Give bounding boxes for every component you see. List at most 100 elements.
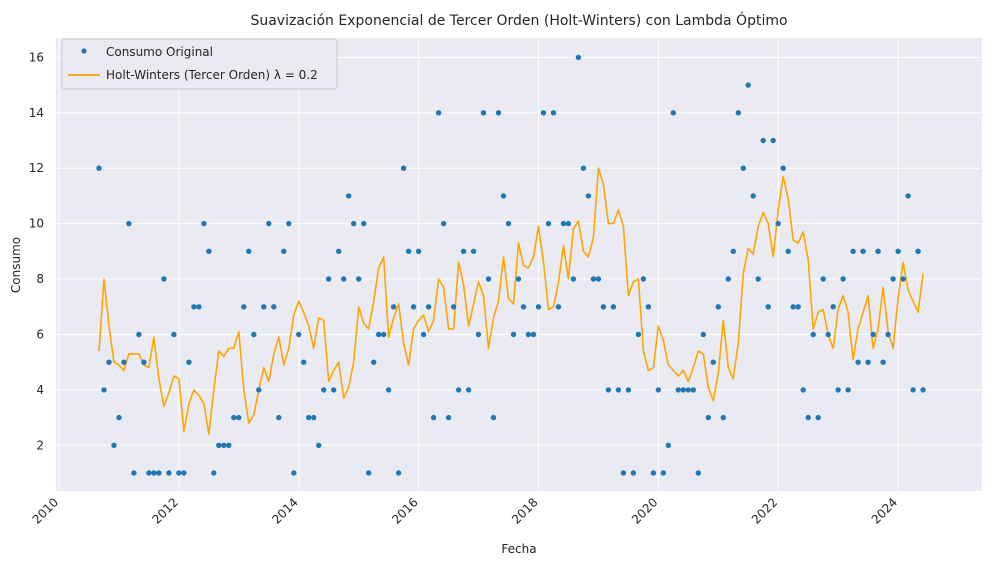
x-tick-label: 2010 — [30, 495, 61, 526]
chart-title: Suavización Exponencial de Tercer Orden … — [250, 11, 787, 29]
data-point — [670, 110, 676, 116]
data-point — [316, 442, 322, 448]
data-point — [610, 304, 617, 310]
data-point — [490, 414, 497, 421]
data-point — [311, 414, 317, 421]
data-point — [331, 387, 337, 393]
data-point — [525, 331, 532, 338]
data-point — [166, 470, 172, 476]
data-point — [440, 220, 447, 227]
x-tick-label: 2012 — [149, 495, 180, 526]
data-point — [410, 304, 417, 310]
data-point — [595, 276, 602, 282]
data-point — [850, 248, 856, 254]
x-tick-label: 2016 — [389, 495, 420, 526]
data-point — [615, 387, 622, 393]
data-point — [685, 387, 691, 393]
data-point — [590, 276, 597, 282]
data-point — [470, 248, 477, 254]
data-point — [226, 442, 232, 448]
data-point — [790, 304, 796, 310]
data-point — [351, 220, 357, 227]
data-point — [775, 220, 781, 227]
data-point — [855, 359, 861, 365]
legend: Consumo Original Holt-Winters (Tercer Or… — [61, 38, 338, 90]
data-point — [510, 331, 517, 338]
data-point — [211, 470, 217, 476]
data-point — [705, 414, 711, 421]
data-point — [700, 331, 706, 338]
data-point — [575, 54, 582, 61]
data-point — [376, 331, 382, 338]
data-point — [196, 304, 202, 310]
data-point — [286, 220, 292, 227]
data-point — [620, 470, 627, 476]
data-point — [281, 248, 287, 254]
data-point — [505, 220, 512, 227]
y-tick-labels: 2 4 6 8 10 12 14 16 — [29, 50, 44, 452]
data-point — [655, 387, 661, 393]
data-point — [625, 387, 632, 393]
y-axis-title: Consumo — [9, 237, 23, 293]
data-point — [600, 304, 607, 310]
data-point — [710, 359, 716, 365]
data-point — [111, 442, 117, 448]
legend-marker-original — [81, 48, 87, 54]
data-point — [875, 248, 881, 254]
data-point — [890, 276, 896, 282]
data-point — [795, 304, 801, 310]
data-point — [715, 304, 721, 310]
data-point — [131, 470, 137, 476]
y-tick-label: 10 — [29, 217, 44, 231]
data-point — [605, 387, 612, 393]
data-point — [455, 387, 462, 393]
data-point — [555, 304, 562, 310]
data-point — [121, 359, 127, 365]
data-point — [465, 387, 472, 393]
data-point — [400, 165, 407, 171]
data-point — [900, 276, 906, 282]
data-point — [780, 165, 786, 171]
x-tick-label: 2022 — [749, 495, 780, 526]
data-point — [725, 276, 731, 282]
data-point — [156, 470, 162, 476]
data-point — [385, 387, 392, 393]
data-point — [880, 359, 886, 365]
data-point — [690, 387, 696, 393]
data-point — [860, 248, 866, 254]
data-point — [920, 387, 926, 393]
x-tick-label: 2020 — [629, 495, 660, 526]
data-point — [241, 304, 247, 310]
data-point — [221, 442, 227, 448]
data-point — [371, 359, 377, 365]
data-point — [765, 304, 771, 310]
data-point — [271, 304, 277, 310]
x-tick-label: 2014 — [269, 495, 300, 526]
data-point — [805, 414, 811, 421]
data-point — [835, 387, 841, 393]
data-point — [515, 276, 522, 282]
x-axis-title: Fecha — [501, 542, 536, 556]
data-point — [580, 165, 587, 171]
data-point — [545, 220, 552, 227]
data-point — [306, 414, 312, 421]
data-point — [475, 331, 482, 338]
data-point — [770, 137, 776, 144]
legend-label-holt-winters: Holt-Winters (Tercer Orden) λ = 0.2 — [106, 68, 318, 82]
data-point — [206, 248, 212, 254]
data-point — [101, 387, 107, 393]
data-point — [161, 276, 167, 282]
data-point — [106, 359, 112, 365]
data-point — [151, 470, 157, 476]
data-point — [296, 331, 302, 338]
data-point — [480, 110, 487, 116]
data-point — [186, 359, 192, 365]
data-point — [216, 442, 222, 448]
y-tick-label: 12 — [29, 161, 44, 175]
data-point — [695, 470, 701, 476]
data-point — [341, 276, 347, 282]
data-point — [585, 193, 592, 199]
data-point — [246, 248, 252, 254]
x-tick-label: 2018 — [509, 495, 540, 526]
